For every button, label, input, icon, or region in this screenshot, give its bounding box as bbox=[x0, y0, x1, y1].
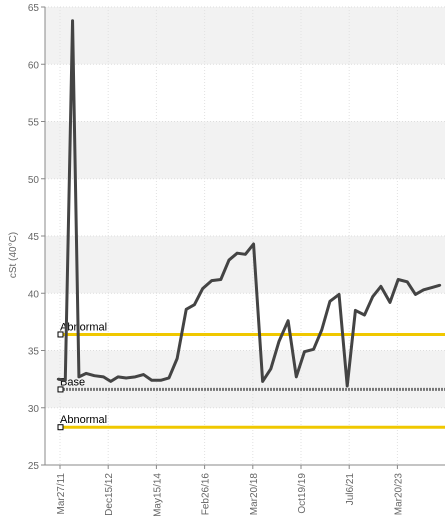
data-point bbox=[388, 301, 392, 304]
x-tick-label: Mar27/11 bbox=[56, 473, 67, 515]
y-tick-label: 30 bbox=[28, 404, 40, 415]
data-point bbox=[363, 313, 366, 317]
data-point bbox=[109, 380, 112, 383]
data-point bbox=[185, 308, 188, 311]
y-tick-label: 65 bbox=[28, 3, 40, 14]
data-point bbox=[210, 279, 213, 282]
reference-marker bbox=[57, 424, 64, 431]
data-point bbox=[167, 376, 171, 380]
data-point bbox=[422, 288, 425, 292]
data-point bbox=[134, 375, 137, 379]
reference-marker bbox=[57, 386, 64, 393]
data-point bbox=[77, 375, 81, 379]
x-tick-label: Mar20/18 bbox=[249, 473, 260, 516]
y-tick-label: 25 bbox=[28, 461, 40, 472]
x-tick-label: Dec15/12 bbox=[104, 473, 115, 516]
axes-layer: 25 30 35 40 45 50 55 60 65 Mar27/11 Dec15/12 May15/… bbox=[28, 3, 445, 517]
data-point bbox=[56, 377, 60, 381]
y-tick-label: 35 bbox=[28, 347, 40, 358]
data-point bbox=[328, 300, 332, 303]
data-point bbox=[93, 374, 96, 377]
reference-label: Base bbox=[60, 376, 85, 388]
x-tick-label: Feb26/16 bbox=[201, 473, 212, 516]
data-point bbox=[354, 309, 357, 312]
data-point bbox=[159, 379, 162, 382]
reference-marker bbox=[57, 331, 64, 338]
background-band bbox=[45, 121, 445, 179]
data-point bbox=[303, 350, 306, 353]
data-point bbox=[84, 372, 88, 375]
data-point bbox=[193, 303, 196, 306]
data-point bbox=[235, 251, 239, 255]
y-tick-label: 50 bbox=[28, 175, 40, 186]
y-tick-label: 45 bbox=[28, 232, 40, 243]
data-point bbox=[244, 253, 247, 256]
y-tick-label: 40 bbox=[28, 289, 40, 300]
data-point bbox=[286, 319, 290, 322]
data-point bbox=[337, 293, 341, 296]
data-point bbox=[71, 19, 74, 22]
reference-label: Abnormal bbox=[60, 321, 107, 333]
data-point bbox=[430, 286, 434, 289]
y-tick-label: 60 bbox=[28, 60, 40, 71]
data-point bbox=[312, 348, 315, 351]
data-point bbox=[116, 375, 120, 379]
x-tick-label: Oct19/19 bbox=[297, 473, 308, 514]
data-point bbox=[371, 295, 374, 298]
data-point bbox=[201, 287, 204, 290]
series-layer bbox=[56, 19, 442, 388]
data-point bbox=[142, 373, 145, 376]
data-point bbox=[227, 258, 231, 262]
x-tick-label: Jul6/21 bbox=[345, 473, 356, 506]
background-band bbox=[45, 236, 445, 294]
data-point bbox=[175, 357, 179, 360]
data-point bbox=[406, 280, 409, 283]
data-point bbox=[125, 376, 128, 380]
data-point bbox=[295, 375, 298, 379]
data-point bbox=[346, 384, 349, 388]
data-point bbox=[269, 367, 273, 371]
data-point bbox=[252, 242, 255, 246]
y-axis-title: cSt (40°C) bbox=[8, 232, 19, 278]
data-point bbox=[379, 285, 383, 288]
y-tick-label: 55 bbox=[28, 118, 40, 129]
reference-lines: Abnormal Base Abnormal bbox=[57, 321, 445, 431]
data-point bbox=[219, 278, 223, 281]
data-point bbox=[64, 379, 67, 382]
x-tick-label: May15/14 bbox=[152, 473, 163, 517]
x-tick-label: Mar20/23 bbox=[393, 473, 404, 516]
data-point bbox=[320, 328, 323, 332]
data-point bbox=[414, 293, 417, 296]
data-point bbox=[277, 340, 281, 343]
background-band bbox=[45, 7, 445, 65]
data-point bbox=[396, 278, 400, 281]
data-point bbox=[261, 380, 264, 383]
data-point bbox=[102, 375, 105, 379]
data-point bbox=[150, 379, 153, 382]
data-point bbox=[438, 284, 442, 287]
reference-label: Abnormal bbox=[60, 414, 107, 426]
